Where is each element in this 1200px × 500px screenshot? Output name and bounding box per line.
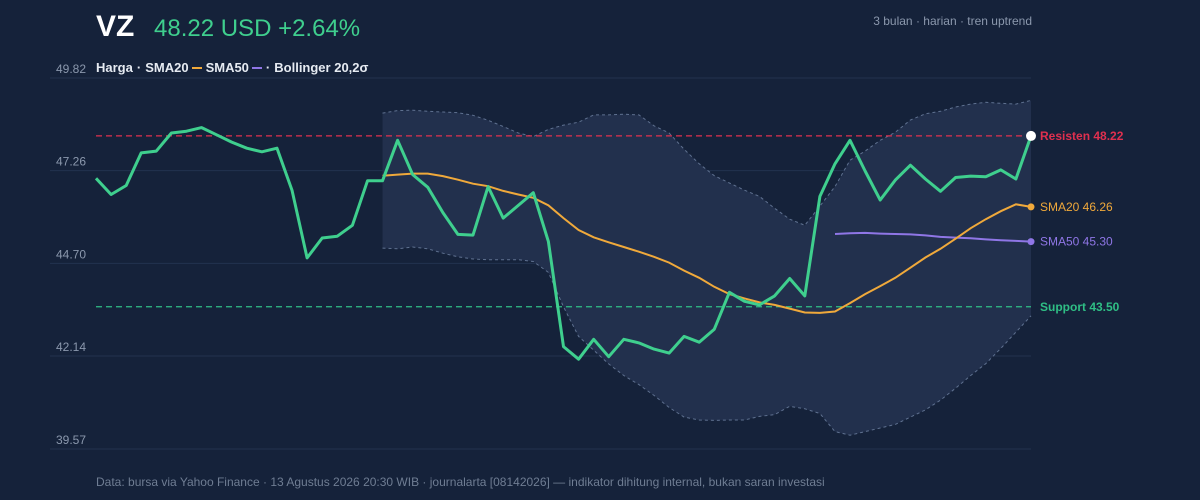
footer-source: Data: bursa via Yahoo Finance · 13 Agust…: [96, 475, 825, 489]
y-tick-label: 42.14: [56, 340, 86, 354]
legend-separator-2: ·: [265, 60, 271, 75]
legend-price: Harga: [96, 60, 133, 75]
chart-meta: 3 bulan · harian · tren uptrend: [873, 14, 1032, 28]
y-axis: 49.82 47.26 44.70 42.14 39.57: [56, 62, 86, 447]
legend-bollinger: Bollinger 20,2σ: [274, 60, 369, 75]
sma20-end-label: SMA20 46.26: [1040, 200, 1113, 214]
y-tick-label: 44.70: [56, 247, 86, 261]
sma50-line: [834, 231, 1032, 243]
price-change: 48.22 USD +2.64%: [154, 15, 361, 42]
bollinger-lower-line: [382, 246, 1032, 436]
price-end-dot: [1026, 130, 1036, 141]
chart-legend: Harga · SMA20 SMA50 · Bollinger 20,2σ: [96, 60, 368, 75]
legend-sma50-swatch: [251, 66, 262, 69]
resistance-label: Resisten 48.22: [1040, 129, 1124, 143]
y-tick-label: 47.26: [56, 155, 86, 169]
ticker-symbol: VZ: [96, 10, 135, 43]
sma20-line: [382, 172, 1032, 314]
sma50-end-dot: [1027, 238, 1035, 246]
legend-sma50: SMA50: [205, 60, 249, 75]
y-tick-label: 39.57: [56, 433, 86, 447]
sma20-end-dot: [1027, 203, 1035, 211]
price-line: [94, 126, 1033, 361]
bollinger-upper-line: [382, 99, 1032, 226]
legend-separator: ·: [136, 60, 142, 75]
sma50-end-label: SMA50 45.30: [1040, 235, 1113, 249]
bollinger-band: [382, 100, 1032, 436]
legend-sma20: SMA20: [145, 60, 189, 75]
support-label: Support 43.50: [1040, 300, 1120, 314]
legend-sma20-swatch: [191, 66, 202, 69]
y-tick-label: 49.82: [56, 62, 86, 76]
